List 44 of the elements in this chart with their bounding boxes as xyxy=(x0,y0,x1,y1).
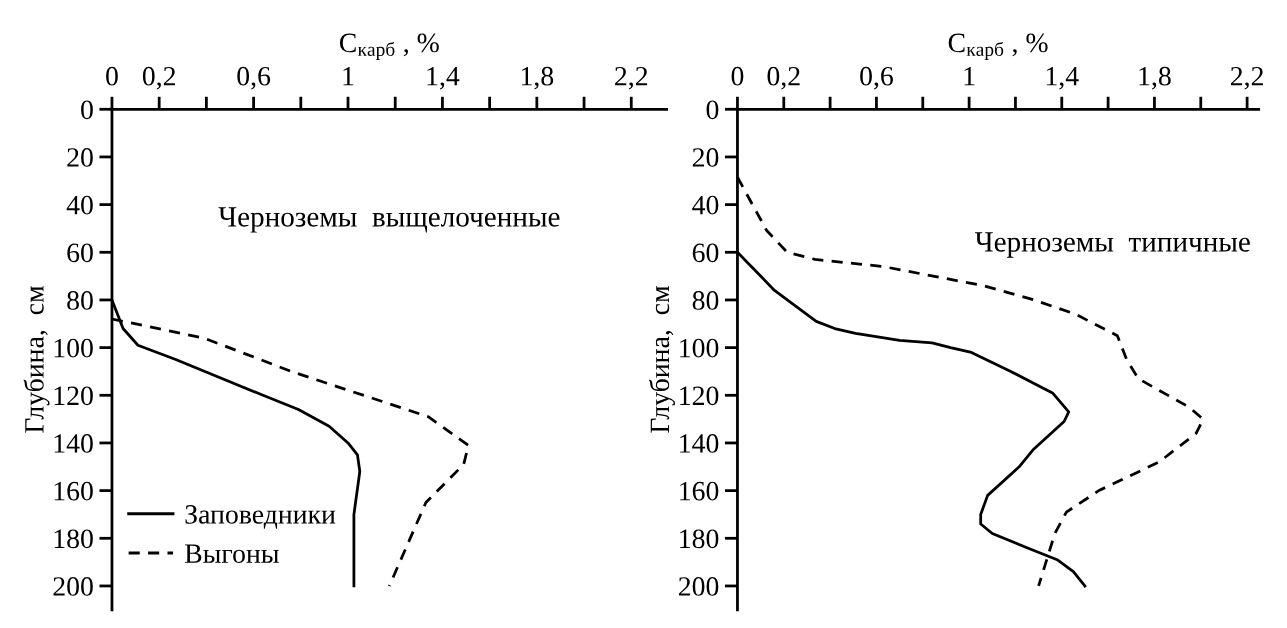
y-tick-label: 100 xyxy=(680,338,719,358)
x-tick-label: 1,8 xyxy=(1139,66,1171,90)
x-tick-label: 0 xyxy=(731,66,744,86)
x-tick-label: 1 xyxy=(964,66,975,86)
legend-label: Выгоны xyxy=(184,544,279,563)
y-tick-label: 40 xyxy=(66,195,93,215)
y-tick-label: 160 xyxy=(680,481,719,501)
y-tick-label: 180 xyxy=(680,529,719,549)
y-tick-label: 60 xyxy=(692,243,719,263)
y-tick-label: 180 xyxy=(54,529,93,549)
y-tick-label: 140 xyxy=(54,434,93,453)
y-tick-label: 0 xyxy=(706,100,719,120)
y-tick-label: 60 xyxy=(67,243,93,263)
x-axis-title: C$_{карб}$ , % xyxy=(339,33,439,60)
y-tick-label: 140 xyxy=(680,434,719,453)
y-axis-title: Глубина, см xyxy=(23,286,50,433)
y-tick-label: 160 xyxy=(54,481,93,501)
y-tick-label: 120 xyxy=(54,386,93,406)
y-tick-label: 20 xyxy=(67,148,93,167)
x-tick-label: 2,2 xyxy=(615,66,648,90)
y-tick-label: 200 xyxy=(678,577,719,596)
x-tick-label: 2,2 xyxy=(1230,66,1263,90)
x-tick-label: 0 xyxy=(106,66,118,86)
x-tick-label: 0,2 xyxy=(142,66,176,90)
annotation: Черноземы выщелоченные xyxy=(218,207,560,233)
y-tick-label: 20 xyxy=(692,148,719,167)
x-tick-label: 0,2 xyxy=(767,66,800,90)
y-tick-label: 40 xyxy=(692,195,719,215)
y-tick-label: 120 xyxy=(680,386,719,406)
x-tick-label: 1,4 xyxy=(1046,66,1079,90)
y-tick-label: 80 xyxy=(692,291,719,310)
legend-label: Заповедники xyxy=(185,505,336,529)
x-tick-label: 0,6 xyxy=(237,66,271,90)
x-axis-title: C$_{карб}$ , % xyxy=(948,33,1048,60)
y-tick-label: 100 xyxy=(54,338,93,358)
x-tick-label: 1,4 xyxy=(427,66,460,90)
x-tick-label: 1,8 xyxy=(521,66,554,90)
x-tick-label: 0,6 xyxy=(860,66,893,90)
y-tick-label: 80 xyxy=(67,291,93,310)
annotation: Черноземы типичные xyxy=(974,232,1250,258)
y-tick-label: 200 xyxy=(53,577,93,596)
y-tick-label: 0 xyxy=(81,100,93,120)
y-axis-title: Глубина, см xyxy=(649,286,675,433)
x-tick-label: 1 xyxy=(343,66,354,86)
